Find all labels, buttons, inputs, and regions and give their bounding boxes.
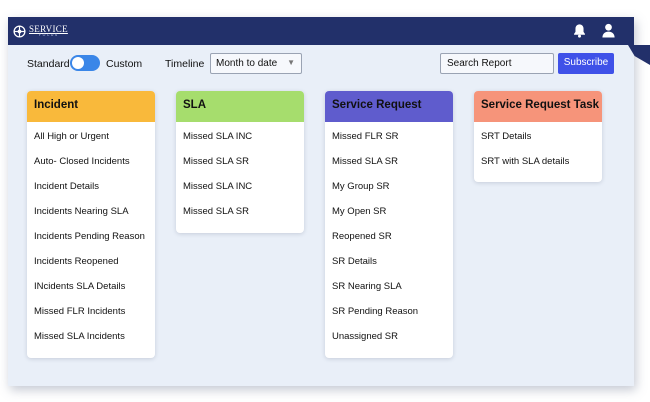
- report-link[interactable]: Missed SLA SR: [183, 156, 249, 167]
- card-title: Service Request: [332, 99, 422, 111]
- report-link[interactable]: SRT with SLA details: [481, 156, 570, 167]
- service-request-card: Service Request Missed FLR SR Missed SLA …: [325, 91, 453, 358]
- standard-label: Standard: [27, 58, 70, 70]
- report-link[interactable]: Incidents Reopened: [34, 256, 119, 267]
- report-link[interactable]: Auto- Closed Incidents: [34, 156, 130, 167]
- report-toolbar: Standard Custom Timeline Month to date ▼…: [8, 45, 634, 85]
- app-window: SERVICE FOCUS Standard Custom: [8, 17, 634, 386]
- logo-text: SERVICE: [29, 23, 68, 34]
- report-link[interactable]: Missed FLR Incidents: [34, 306, 126, 317]
- timeline-select[interactable]: Month to date ▼: [210, 53, 302, 74]
- report-link[interactable]: Incident Details: [34, 181, 99, 192]
- report-link[interactable]: Missed SLA SR: [332, 156, 398, 167]
- card-header: SLA: [176, 91, 304, 122]
- sla-card: SLA Missed SLA INC Missed SLA SR Missed SL…: [176, 91, 304, 233]
- card-header: Service Request Task: [474, 91, 602, 122]
- card-title: Service Request Task: [481, 99, 600, 111]
- report-link[interactable]: Incidents Nearing SLA: [34, 206, 129, 217]
- card-header: Incident: [27, 91, 155, 122]
- user-icon[interactable]: [601, 23, 616, 38]
- search-report-input[interactable]: Search Report: [440, 53, 554, 74]
- report-link[interactable]: My Open SR: [332, 206, 387, 217]
- report-link[interactable]: My Group SR: [332, 181, 390, 192]
- report-link[interactable]: Missed SLA SR: [183, 206, 249, 217]
- search-placeholder: Search Report: [447, 58, 512, 69]
- subscribe-label: Subscribe: [563, 57, 609, 68]
- top-bar: SERVICE FOCUS: [8, 17, 634, 45]
- timeline-label: Timeline: [165, 58, 205, 70]
- report-link[interactable]: SR Pending Reason: [332, 306, 419, 317]
- report-link[interactable]: Missed SLA INC: [183, 181, 253, 192]
- report-link[interactable]: Missed SLA Incidents: [34, 331, 125, 342]
- service-request-task-card: Service Request Task SRT Details SRT with…: [474, 91, 602, 182]
- subscribe-button[interactable]: Subscribe: [558, 53, 614, 74]
- incident-card: Incident All High or Urgent Auto- Closed …: [27, 91, 155, 358]
- report-link[interactable]: Missed SLA INC: [183, 131, 253, 142]
- standard-custom-toggle[interactable]: [70, 55, 100, 71]
- card-title: SLA: [183, 99, 206, 111]
- report-link[interactable]: Reopened SR: [332, 231, 392, 242]
- logo: SERVICE FOCUS: [13, 23, 68, 38]
- timeline-value: Month to date: [216, 58, 278, 69]
- dropdown-caret-icon: ▼: [287, 58, 295, 67]
- report-link[interactable]: Missed FLR SR: [332, 131, 399, 142]
- report-link[interactable]: SR Details: [332, 256, 377, 267]
- report-link[interactable]: INcidents SLA Details: [34, 281, 126, 292]
- report-link[interactable]: SRT Details: [481, 131, 532, 142]
- logo-subtext: FOCUS: [39, 32, 59, 37]
- custom-label: Custom: [106, 58, 143, 70]
- report-link[interactable]: All High or Urgent: [34, 131, 109, 142]
- card-header: Service Request: [325, 91, 453, 122]
- report-link[interactable]: Unassigned SR: [332, 331, 399, 342]
- bell-icon[interactable]: [572, 23, 587, 38]
- report-link[interactable]: Incidents Pending Reason: [34, 231, 145, 242]
- logo-icon: [13, 24, 26, 38]
- card-title: Incident: [34, 99, 79, 111]
- report-link[interactable]: SR Nearing SLA: [332, 281, 402, 292]
- toggle-knob: [72, 57, 84, 69]
